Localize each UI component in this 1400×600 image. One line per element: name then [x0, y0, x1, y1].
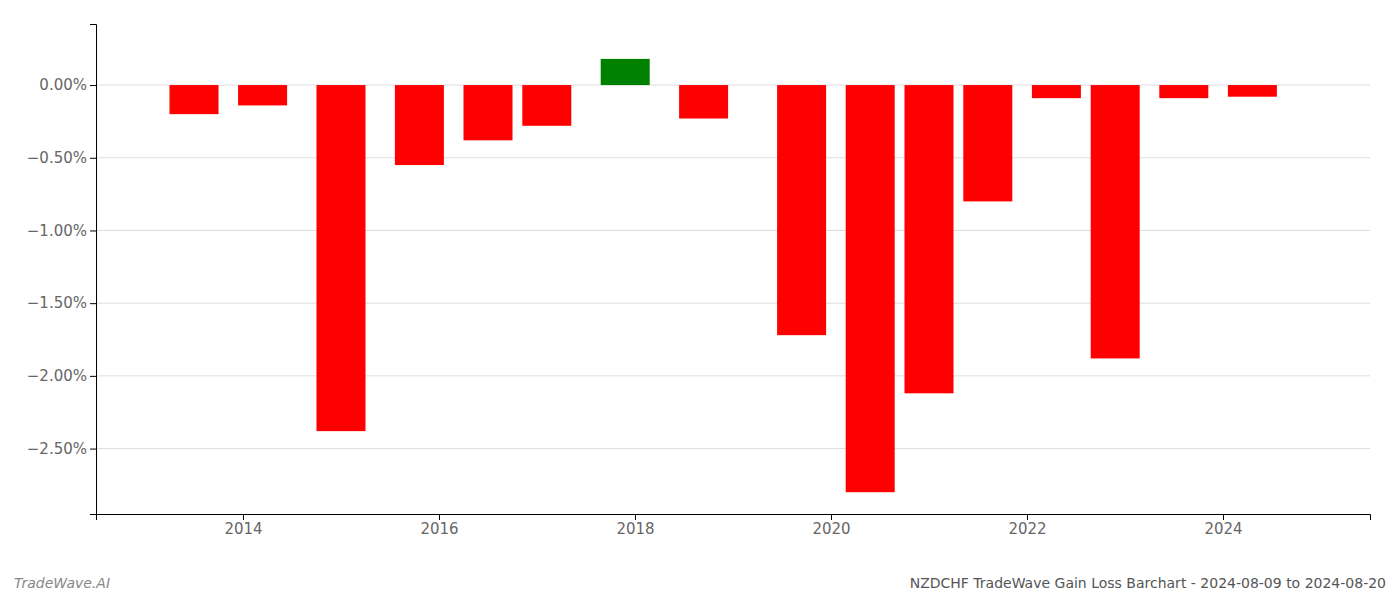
- grid-line: [96, 375, 1370, 376]
- y-tick-label: −1.50%: [27, 294, 87, 312]
- grid: [96, 85, 1370, 449]
- bar: [522, 85, 571, 126]
- y-tick-mark: [90, 158, 96, 159]
- bar: [395, 85, 444, 165]
- x-tick-label: 2020: [812, 520, 850, 538]
- bar: [1032, 85, 1081, 98]
- y-tick-label: −2.00%: [27, 367, 87, 385]
- bar: [846, 85, 895, 492]
- grid-line: [96, 230, 1370, 231]
- y-axis: 0.00% −0.50% −1.00% −1.50% −2.00% −2.50%: [27, 25, 97, 515]
- y-tick: 0.00%: [39, 76, 96, 94]
- x-tick: 2020: [812, 514, 850, 538]
- x-tick: 2016: [420, 514, 458, 538]
- bar: [963, 85, 1012, 201]
- bar: [679, 85, 728, 118]
- x-tick: 2018: [616, 514, 654, 538]
- title: NZDCHF TradeWave Gain Loss Barchart - 20…: [910, 575, 1386, 591]
- y-tick-mark: [90, 85, 96, 86]
- y-tick-label: −0.50%: [27, 149, 87, 167]
- bar: [777, 85, 826, 335]
- x-tick: 2022: [1008, 514, 1046, 538]
- chart: 2014 2016 2018 2020 2022 2024 0.00% −0.50% −1.00…: [0, 0, 1400, 600]
- y-tick-label: −2.50%: [27, 440, 87, 458]
- y-tick: −1.00%: [27, 222, 96, 240]
- bar: [238, 85, 287, 105]
- x-tick-label: 2024: [1204, 520, 1242, 538]
- bar: [905, 85, 954, 393]
- y-tick-mark: [90, 376, 96, 377]
- bar: [464, 85, 513, 140]
- plot: 2014 2016 2018 2020 2022 2024 0.00% −0.50% −1.00…: [27, 25, 1371, 538]
- y-tick: −2.00%: [27, 367, 96, 385]
- bar: [1159, 85, 1208, 98]
- bar: [317, 85, 366, 431]
- grid-line: [96, 157, 1370, 158]
- x-tick: 2024: [1204, 514, 1242, 538]
- bar: [1091, 85, 1140, 358]
- watermark: TradeWave.AI: [14, 575, 110, 591]
- y-tick: −0.50%: [27, 149, 96, 167]
- x-tick-label: 2018: [616, 520, 654, 538]
- y-tick: −1.50%: [27, 294, 96, 312]
- x-tick-label: 2014: [224, 520, 262, 538]
- bar: [1228, 85, 1277, 97]
- bars: [170, 59, 1277, 492]
- y-tick: −2.50%: [27, 440, 96, 458]
- y-tick-mark: [90, 449, 96, 450]
- grid-line: [96, 448, 1370, 449]
- y-tick-label: −1.00%: [27, 222, 87, 240]
- y-tick-mark: [90, 230, 96, 231]
- x-tick-label: 2016: [420, 520, 458, 538]
- x-tick-label: 2022: [1008, 520, 1046, 538]
- y-tick-mark: [90, 303, 96, 304]
- x-axis-line: [97, 515, 1371, 521]
- bar: [170, 85, 219, 114]
- grid-line: [96, 303, 1370, 304]
- bar: [601, 59, 650, 85]
- y-tick-label: 0.00%: [39, 76, 87, 94]
- y-axis-line: [90, 25, 97, 515]
- x-axis: 2014 2016 2018 2020 2022 2024: [97, 514, 1371, 538]
- x-tick: 2014: [224, 514, 262, 538]
